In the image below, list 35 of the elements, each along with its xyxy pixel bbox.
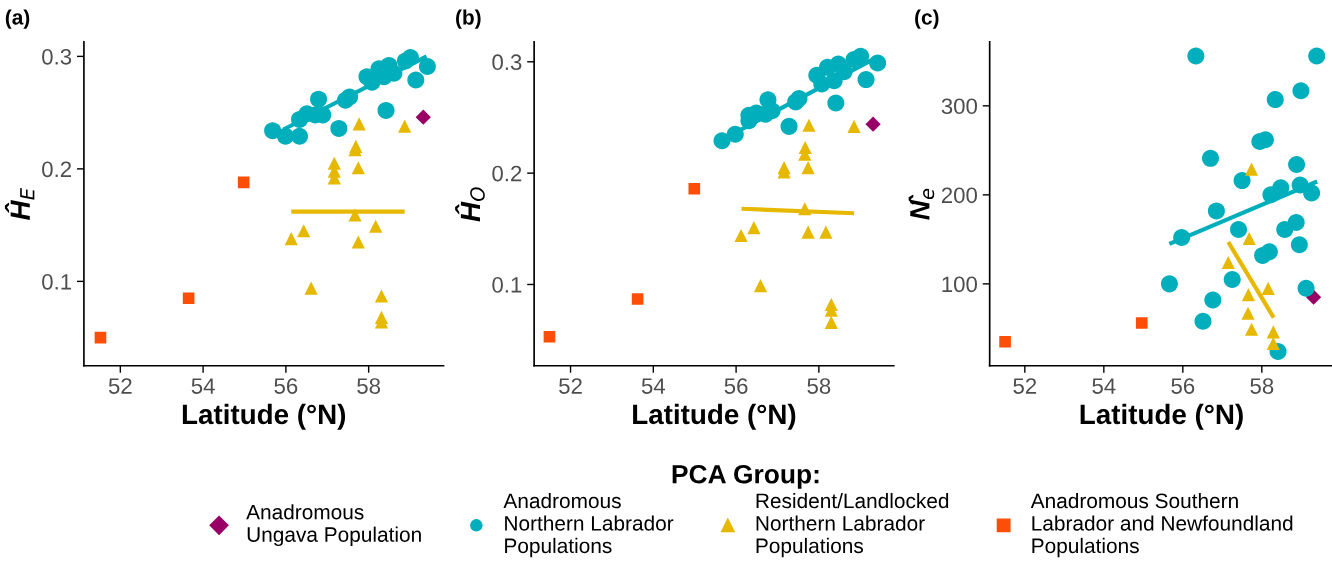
x-tick-label: 56 (724, 378, 748, 394)
x-tick-label: 52 (108, 378, 132, 394)
x-axis-title: Latitude (°N) (1080, 403, 1243, 430)
legend-title: PCA Group: (672, 464, 819, 489)
y-tick-label: 0.2 (42, 161, 71, 178)
y-tick-label: 0.1 (42, 273, 72, 290)
y-tick-label: 0.2 (492, 165, 522, 182)
y-axis-title: Ĥ$_{E}$ (4, 187, 35, 221)
x-tick-label: 52 (1013, 378, 1037, 394)
y-tick-label: 0.3 (42, 48, 72, 65)
x-tick-label: 58 (357, 378, 381, 394)
x-tick-label: 52 (559, 378, 582, 394)
x-tick-label: 54 (1092, 378, 1116, 394)
x-tick-label: 58 (807, 378, 831, 394)
y-tick-label: 300 (941, 98, 978, 115)
x-tick-label: 56 (274, 378, 298, 394)
x-axis-title: Latitude (°N) (182, 403, 346, 430)
x-tick-label: 54 (641, 378, 666, 394)
chart-title: (c) (915, 9, 939, 29)
y-tick-label: 0.1 (492, 277, 522, 293)
x-axis-title: Latitude (°N) (633, 403, 796, 430)
legend-label: Anadromous Northern Labrador Populations (503, 492, 674, 558)
x-tick-label: 54 (191, 378, 215, 394)
x-tick-label: 56 (1171, 378, 1195, 394)
y-tick-label: 100 (942, 276, 978, 293)
y-axis-title: N̂$_{e}$ (908, 188, 935, 220)
y-axis-title: Ĥ$_{O}$ (455, 187, 485, 222)
legend-label: Anadromous Southern Labrador and Newfoundland Populations (1030, 492, 1293, 558)
legend-label: Anadromous Ungava Population (246, 504, 421, 547)
y-tick-label: 200 (941, 187, 978, 204)
chart-title: (a) (5, 9, 30, 29)
legend-label: Resident/Landlocked Northern Labrador Populations (756, 492, 949, 558)
y-tick-label: 0.3 (492, 54, 522, 71)
x-tick-label: 58 (1250, 378, 1274, 394)
chart-title: (b) (456, 9, 481, 29)
